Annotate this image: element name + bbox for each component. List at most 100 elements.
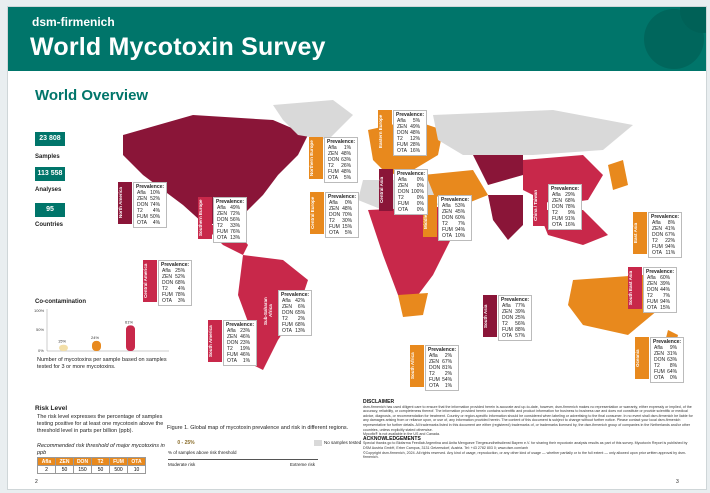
prevalence-row: Afla 29%: [552, 192, 576, 198]
prevalence-row: Afla 0%: [329, 200, 353, 206]
prevalence-row: T2 2%: [429, 371, 453, 377]
region-tag: Northern Europe: [309, 137, 323, 179]
prevalence-heading: Prevalence:: [441, 197, 470, 203]
legend-high: 51 - 75%: [247, 440, 268, 446]
risk-value-cell: 50: [55, 465, 74, 474]
prevalence-row: T2 7%: [647, 293, 671, 299]
prevalence-row: Afla 49%: [217, 205, 241, 211]
region-tag: Eastern Europe: [378, 110, 392, 152]
prevalence-row: T2 12%: [397, 136, 421, 142]
risk-header-cell: FUM: [109, 457, 128, 466]
y-tick-100: 100%: [34, 308, 45, 313]
prevalence-row: DON 81%: [429, 365, 453, 371]
prevalence-row: T2 8%: [654, 363, 678, 369]
brand-name: dsm-firmenich: [32, 15, 115, 29]
region-tag: South Africa: [410, 345, 424, 387]
samples-label: Samples: [35, 154, 60, 160]
prevalence-row: ZEN 52%: [137, 196, 161, 202]
prevalence-row: Afla 5%: [397, 118, 421, 124]
risk-subtitle: Recommended risk threshold of major myco…: [37, 443, 165, 456]
prevalence-row: T2 7%: [442, 221, 466, 227]
prevalence-heading: Prevalence:: [281, 292, 310, 298]
prevalence-heading: Prevalence:: [397, 171, 426, 177]
prevalence-row: OTA 16%: [397, 148, 421, 154]
region-callout: Prevalence: Afla 1% ZEN 48% DON 63% T2 26% FUM 48%…: [324, 137, 359, 183]
page-number-right: 3: [676, 479, 679, 485]
region-callout: Prevalence: Afla 60% ZEN 39% DON 44% T2 7% FUM 94%…: [643, 267, 678, 313]
map-south-africa: [398, 293, 428, 317]
risk-header-cell: T2: [91, 457, 110, 466]
prevalence-row: FUM 91%: [552, 216, 576, 222]
risk-value-cell: 2: [37, 465, 56, 474]
region-tag: East Asia: [633, 212, 647, 254]
region-callout: Prevalence: Afla 29% ZEN 68% DON 78% T2 9% FUM 91%…: [548, 184, 583, 230]
prevalence-row: ZEN 45%: [442, 209, 466, 215]
cocontamination-caption: Number of mycotoxins per sample based on…: [37, 357, 167, 370]
prevalence-row: FUM 50%: [137, 214, 161, 220]
acknowledgements-title: ACKNOWLEDGEMENTS: [363, 435, 421, 442]
page-number-left: 2: [35, 479, 38, 485]
prevalence-row: Afla 23%: [227, 328, 251, 334]
legend-no-samples-swatch: [314, 440, 322, 446]
prevalence-row: DON 25%: [502, 315, 526, 321]
legend-moderate: 26 - 50%: [211, 440, 232, 446]
prevalence-heading: Prevalence:: [161, 262, 190, 268]
prevalence-row: FUM 68%: [282, 322, 306, 328]
prevalence-row: DON 68%: [162, 280, 186, 286]
region-callout: Prevalence: Afla 2% ZEN 67% DON 81% T2 2% FUM 54% O…: [425, 345, 460, 391]
prevalence-heading: Prevalence:: [501, 297, 530, 303]
survey-title: World Mycotoxin Survey: [30, 33, 326, 61]
region-callout: Prevalence: Afla 77% ZEN 39% DON 25% T2 56% FUM 88…: [498, 295, 533, 341]
prevalence-heading: Prevalence:: [428, 347, 457, 353]
region-tag: Central Asia: [379, 169, 393, 211]
risk-header-cell: Afla: [37, 457, 56, 466]
prevalence-row: Afla 9%: [654, 345, 678, 351]
region-tag: South East Asia: [628, 267, 642, 309]
legend-low: 0 - 25%: [177, 440, 195, 446]
prevalence-heading: Prevalence:: [396, 112, 425, 118]
legend-no-samples: No samples tested: [324, 440, 362, 445]
prevalence-row: OTA 1%: [429, 383, 453, 389]
prevalence-row: ZEN 48%: [328, 151, 352, 157]
region-tag: Southern Europe: [198, 197, 212, 239]
risk-title: Risk Level: [35, 405, 68, 412]
acknowledgements-body: Special thanks go to Biofarma Feedlab Ar…: [363, 441, 688, 450]
prevalence-row: ZEN 49%: [397, 124, 421, 130]
countries-label: Countries: [35, 222, 64, 228]
region-callout: Prevalence: Afla 53% ZEN 45% DON 60% T2 7% FUM 94%…: [438, 195, 473, 241]
prevalence-row: OTA 57%: [502, 333, 526, 339]
samples-count: 23 808: [35, 132, 65, 146]
prevalence-heading: Prevalence:: [646, 269, 675, 275]
region-callout: Prevalence: Afla 8% ZEN 41% DON 67% T2 22% FUM 94%…: [648, 212, 683, 258]
prevalence-row: Afla 1%: [328, 145, 352, 151]
copyright: ©Copyright dsm-firmenich, 2024. All righ…: [363, 450, 687, 460]
cocontamination-pct-label: 24%: [91, 335, 99, 340]
prevalence-row: ZEN 6%: [282, 304, 306, 310]
region-callout: Prevalence: Afla 0% ZEN 0% DON 100% T2 0% FUM 0% OT…: [394, 169, 429, 215]
prevalence-row: OTA 5%: [328, 175, 352, 181]
region-tag: North America: [118, 182, 132, 224]
legend-extreme-risk: Extreme risk: [290, 462, 316, 467]
region-callout: Prevalence: Afla 25% ZEN 52% DON 68% T2 4% FUM 78%…: [158, 260, 193, 306]
region-callout: Prevalence: Afla 5% ZEN 49% DON 48% T2 12% FUM 28%…: [393, 110, 428, 156]
prevalence-heading: Prevalence:: [136, 184, 165, 190]
prevalence-row: OTA 1%: [227, 358, 251, 364]
prevalence-row: Afla 25%: [162, 268, 186, 274]
map-greenland: [273, 100, 353, 140]
region-tag: Oceania: [635, 337, 649, 379]
prevalence-row: FUM 15%: [329, 224, 353, 230]
region-callout: Prevalence: Afla 49% ZEN 72% DON 56% T2 33% FUM 76…: [213, 197, 248, 243]
prevalence-heading: Prevalence:: [551, 186, 580, 192]
region-callout: Prevalence: Afla 42% ZEN 6% DON 65% T2 2% FUM 68% O…: [278, 290, 313, 336]
prevalence-row: DON 65%: [282, 310, 306, 316]
cocontamination-pct-label: 15%: [58, 339, 66, 344]
cocontamination-pct-label: 61%: [125, 319, 133, 324]
prevalence-row: ZEN 68%: [552, 198, 576, 204]
prevalence-row: ZEN 72%: [217, 211, 241, 217]
prevalence-row: DON 44%: [647, 287, 671, 293]
prevalence-heading: Prevalence:: [327, 139, 356, 145]
prevalence-row: T2 19%: [227, 346, 251, 352]
cocontamination-title: Co-contamination: [35, 299, 86, 305]
prevalence-row: OTA 0%: [398, 207, 424, 213]
prevalence-row: Afla 0%: [398, 177, 424, 183]
